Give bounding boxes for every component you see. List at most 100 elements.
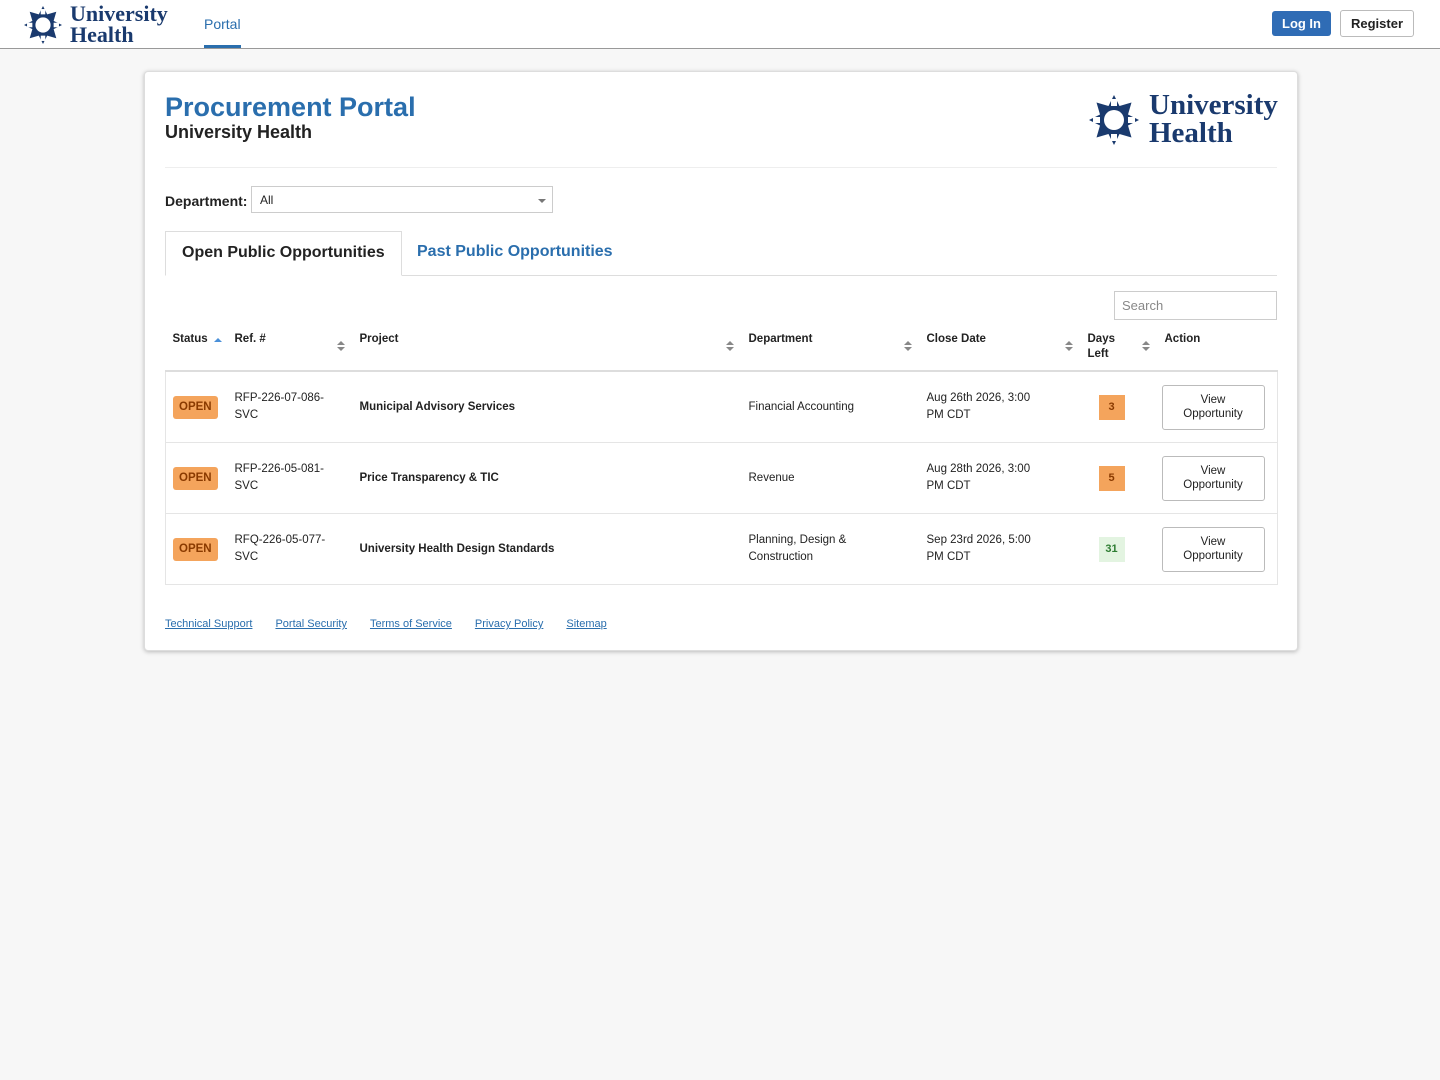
- project-name: Municipal Advisory Services: [359, 400, 516, 413]
- page-title: Procurement Portal: [165, 92, 416, 122]
- column-label: Project: [359, 333, 399, 345]
- top-nav: University Health Portal Log In Register: [0, 0, 1440, 49]
- select-value: All: [260, 193, 274, 207]
- sort-icon: [213, 338, 222, 352]
- page-subtitle: University Health: [165, 122, 313, 142]
- view-button[interactable]: View Opportunity: [1161, 526, 1265, 572]
- column-label: Action: [1164, 333, 1201, 345]
- sort-up: [336, 337, 345, 345]
- status-badge: OPEN: [173, 466, 218, 490]
- opportunities-table: Status Ref. # Project Department Close Date D…: [165, 328, 1278, 585]
- cell: Aug 26th 2026, 3:00 PM CDT: [919, 371, 1081, 443]
- logo-line: Health: [70, 21, 134, 47]
- sort-down: [336, 347, 345, 355]
- logo-icon: [24, 5, 62, 44]
- sort-icon: [903, 341, 912, 355]
- cell: Financial Accounting: [741, 371, 920, 443]
- divider: [165, 167, 1277, 168]
- column-header[interactable]: Department: [741, 328, 920, 372]
- cell: Revenue: [741, 442, 920, 514]
- cell: 31: [1080, 513, 1158, 585]
- footer-link[interactable]: Privacy Policy: [474, 618, 544, 630]
- close-date: Aug 26th 2026, 3:00 PM CDT: [926, 392, 1031, 421]
- sort-up: [1141, 337, 1150, 345]
- header-logo: University Health: [1089, 91, 1278, 149]
- department: Planning, Design & Construction: [748, 534, 847, 563]
- table-body: OPEN RFP-226-07-086-SVC Municipal Advisory…: [165, 371, 1278, 585]
- column-header[interactable]: Close Date: [919, 328, 1081, 372]
- column-header[interactable]: Days Left: [1080, 328, 1158, 372]
- sort-icon: [1064, 341, 1073, 355]
- search-input[interactable]: Search: [1114, 291, 1277, 320]
- cell: RFP-226-07-086-SVC: [227, 371, 353, 443]
- cell: Aug 28th 2026, 3:00 PM CDT: [919, 442, 1081, 514]
- footer-link[interactable]: Sitemap: [566, 618, 607, 630]
- cell: RFP-226-05-081-SVC: [227, 442, 353, 514]
- logo-text: University Health: [1149, 91, 1278, 149]
- status-badge: OPEN: [173, 537, 218, 561]
- logo-line: University: [70, 1, 168, 26]
- nav-logo[interactable]: University Health: [24, 1, 168, 47]
- ref-number: RFP-226-07-086-SVC: [234, 392, 324, 421]
- logo-line: Health: [1149, 116, 1233, 149]
- sort-icon: [336, 341, 345, 355]
- cell: University Health Design Standards: [352, 513, 742, 585]
- status-badge: OPEN: [173, 395, 218, 419]
- column-header[interactable]: Status: [165, 328, 228, 372]
- days-left: 5: [1098, 465, 1125, 491]
- select-caret: [538, 199, 546, 207]
- department-select[interactable]: All: [251, 186, 553, 213]
- table-row: OPEN RFQ-226-05-077-SVC University Health …: [165, 513, 1278, 585]
- column-label: Status: [172, 333, 208, 345]
- register-button[interactable]: Register: [1340, 10, 1414, 37]
- sort-up: [213, 334, 222, 342]
- logo-text: University Health: [70, 1, 168, 47]
- sort-up: [725, 337, 734, 345]
- cell: View Opportunity: [1157, 442, 1278, 514]
- project-name: Price Transparency & TIC: [359, 471, 499, 484]
- department: Financial Accounting: [748, 400, 854, 413]
- cell: 3: [1080, 371, 1158, 443]
- filter-label: Department:: [165, 193, 248, 209]
- cell: OPEN: [165, 513, 228, 585]
- cell: OPEN: [165, 442, 228, 514]
- column-header[interactable]: Project: [352, 328, 742, 372]
- logo-icon: [1089, 94, 1139, 145]
- cell: View Opportunity: [1157, 513, 1278, 585]
- view-button[interactable]: View Opportunity: [1161, 384, 1265, 430]
- tab-active[interactable]: Open Public Opportunities: [165, 231, 402, 276]
- sort-down: [903, 347, 912, 355]
- tabs: Open Public Opportunities Past Public Op…: [165, 231, 1277, 276]
- footer-links: Technical Support Portal Security Terms of…: [165, 618, 607, 630]
- table-row: OPEN RFP-226-05-081-SVC Price Transparency…: [165, 442, 1278, 514]
- days-left: 31: [1098, 536, 1125, 562]
- cell: 5: [1080, 442, 1158, 514]
- sort-down: [725, 347, 734, 355]
- tab[interactable]: Past Public Opportunities: [417, 243, 613, 260]
- column-label: Ref. #: [234, 333, 266, 345]
- cell: Planning, Design & Construction: [741, 513, 920, 585]
- view-button[interactable]: View Opportunity: [1161, 455, 1265, 501]
- nav-link[interactable]: Portal: [204, 0, 241, 48]
- days-left: 3: [1098, 394, 1125, 420]
- project-name: University Health Design Standards: [359, 542, 555, 555]
- footer-link[interactable]: Portal Security: [275, 618, 347, 630]
- sort-icon: [1141, 341, 1150, 355]
- cell: Price Transparency & TIC: [352, 442, 742, 514]
- column-header[interactable]: Ref. #: [227, 328, 353, 372]
- sort-icon: [725, 341, 734, 355]
- footer-link[interactable]: Terms of Service: [369, 618, 452, 630]
- sort-up: [1064, 337, 1073, 345]
- cell: View Opportunity: [1157, 371, 1278, 443]
- column-label: Department: [748, 333, 813, 345]
- footer-link[interactable]: Technical Support: [165, 618, 253, 630]
- column-label: Days Left: [1087, 333, 1116, 360]
- table-row: OPEN RFP-226-07-086-SVC Municipal Advisory…: [165, 371, 1278, 443]
- sort-up: [903, 337, 912, 345]
- cell: RFQ-226-05-077-SVC: [227, 513, 353, 585]
- cell: Municipal Advisory Services: [352, 371, 742, 443]
- column-header: Action: [1157, 328, 1278, 372]
- login-button[interactable]: Log In: [1272, 11, 1331, 36]
- cell: OPEN: [165, 371, 228, 443]
